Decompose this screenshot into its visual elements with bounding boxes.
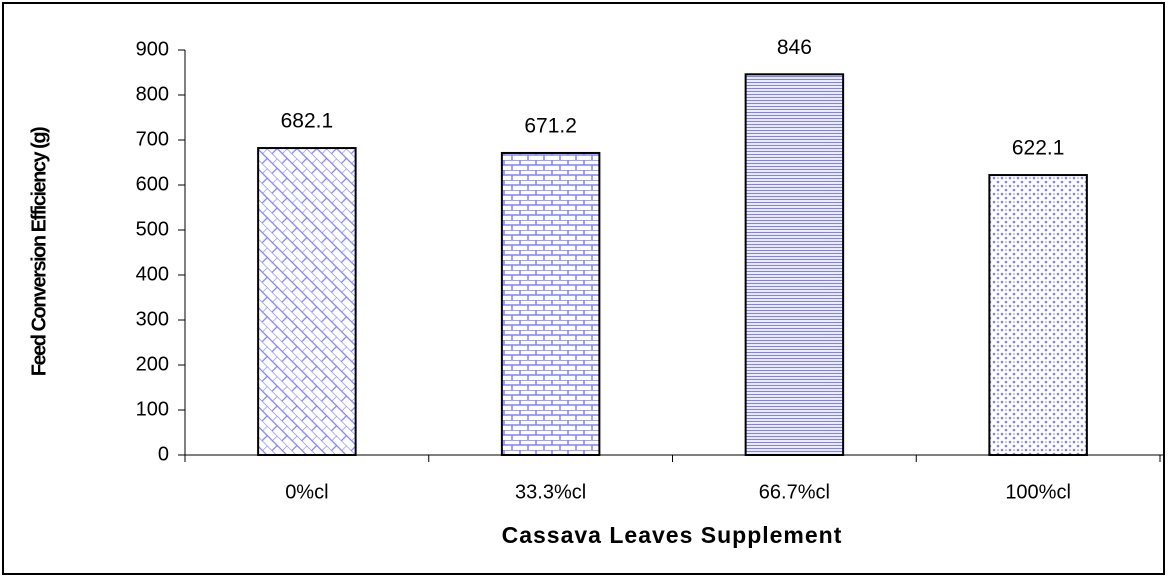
y-tick-label: 500 [136, 218, 169, 240]
y-tick-label: 0 [158, 443, 169, 465]
x-axis-title: Cassava Leaves Supplement [502, 522, 843, 548]
y-tick-label: 600 [136, 173, 169, 195]
bar [988, 174, 1088, 456]
y-tick-label: 400 [136, 263, 169, 285]
x-tick-label: 100%cl [1005, 481, 1071, 503]
value-label: 846 [777, 36, 812, 59]
value-label: 622.1 [1012, 137, 1065, 160]
bar [500, 151, 601, 457]
y-axis-title: Feed Conversion Efficiency (g) [28, 127, 50, 376]
y-tick-label: 900 [136, 38, 169, 60]
y-tick-label: 800 [136, 83, 169, 105]
y-tick-label: 200 [136, 353, 169, 375]
value-label: 671.2 [524, 115, 577, 138]
value-label: 682.1 [281, 110, 334, 133]
y-tick-label: 100 [136, 398, 169, 420]
y-tick-label: 700 [136, 128, 169, 150]
bar [257, 147, 357, 456]
y-tick-label: 300 [136, 308, 169, 330]
x-tick-label: 33.3%cl [515, 481, 586, 503]
x-tick-label: 0%cl [285, 481, 328, 503]
bar [744, 73, 845, 457]
x-tick-label: 66.7%cl [759, 481, 830, 503]
